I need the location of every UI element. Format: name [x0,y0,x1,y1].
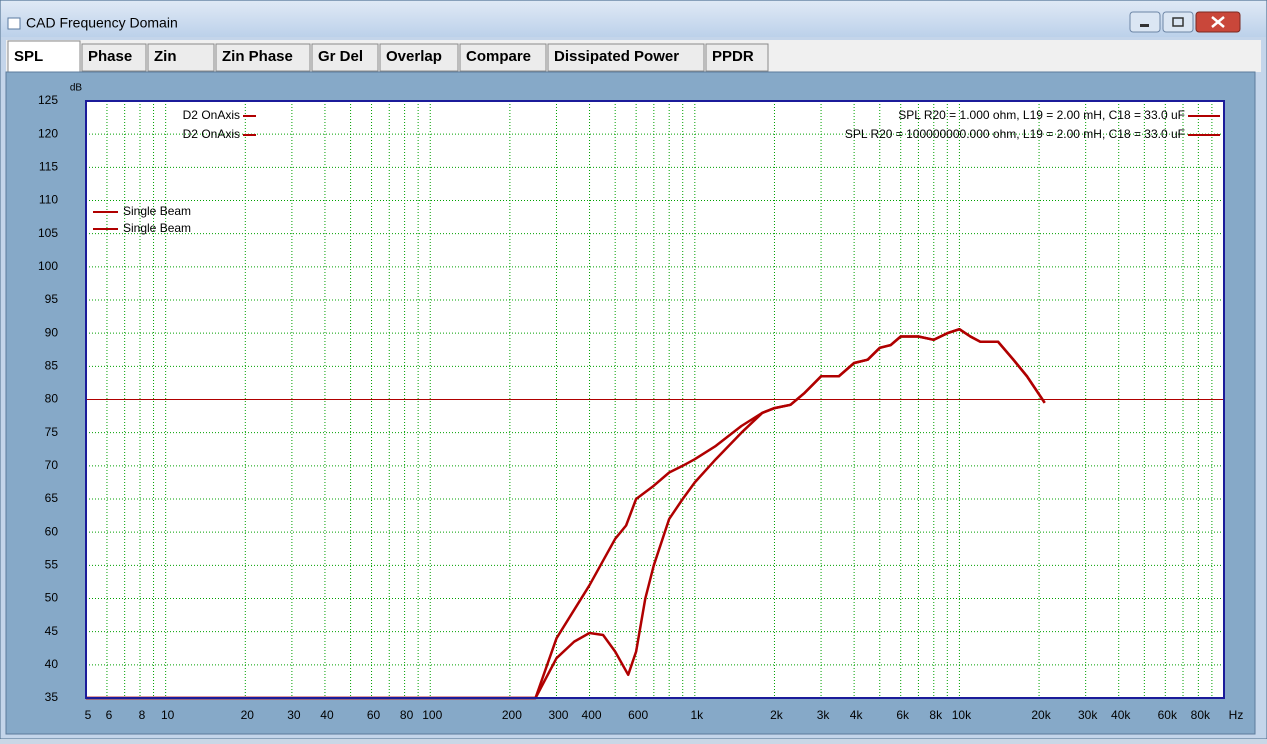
x-tick-label: 6 [106,708,113,722]
x-tick-label: 60 [367,708,381,722]
y-tick-label: 55 [45,558,59,572]
tab-label[interactable]: Overlap [386,48,442,65]
y-tick-label: 35 [45,690,59,704]
y-tick-label: 45 [45,624,59,638]
x-tick-label: 6k [896,708,910,722]
window-title: CAD Frequency Domain [26,15,178,31]
title-bar [1,1,1266,37]
maximize-button[interactable] [1162,11,1194,33]
x-tick-label: 600 [628,708,648,722]
x-tick-label: 200 [502,708,522,722]
y-tick-label: 90 [45,325,59,339]
y-tick-label: 80 [45,392,59,406]
x-tick-label: 20k [1031,708,1051,722]
marks [86,327,1224,700]
x-tick-label: 100 [422,708,442,722]
tab-label[interactable]: Gr Del [318,48,363,65]
tab-label[interactable]: Phase [88,48,132,65]
y-tick-label: 100 [38,259,58,273]
x-tick-label: 30 [287,708,301,722]
y-tick-label: 120 [38,126,58,140]
y-tick-label: 60 [45,524,59,538]
y-tick-label: 105 [38,226,58,240]
x-tick-label: 10 [161,708,175,722]
tab-label[interactable]: PPDR [712,48,754,65]
y-tick-label: 40 [45,657,59,671]
legend-label: Single Beam [123,204,191,218]
tab[interactable] [7,40,81,74]
y-tick-label: 115 [39,160,58,174]
y-tick-label: 85 [45,359,59,373]
x-tick-label: 10k [952,708,972,722]
tab[interactable] [311,43,379,72]
minimize-icon [1140,24,1149,27]
y-tick-label: 95 [45,292,59,306]
x-tick-label: 400 [582,708,602,722]
tab-label[interactable]: Zin Phase [222,48,293,65]
y-tick-label: 50 [45,591,59,605]
x-tick-label: 5 [85,708,92,722]
maximize-icon [1172,17,1184,27]
y-tick-label: 125 [38,93,58,107]
legend-label: Single Beam [123,221,191,235]
x-tick-label: 4k [850,708,864,722]
legend-label: D2 OnAxis [183,108,240,122]
legends: SPL R20 = 1.000 ohm, L19 = 2.00 mH, C18 … [93,108,1220,235]
tab[interactable] [547,43,705,72]
x-tick-label: 60k [1158,708,1178,722]
x-tick-label: 20 [241,708,255,722]
tab-label[interactable]: Compare [466,48,531,65]
y-axis-label: dB [70,83,83,94]
x-tick-label: 80 [400,708,414,722]
legend-label: SPL R20 = 100000000.000 ohm, L19 = 2.00 … [845,127,1185,141]
legend-label: SPL R20 = 1.000 ohm, L19 = 2.00 mH, C18 … [898,108,1185,122]
x-tick-label: 1k [690,708,704,722]
tab[interactable] [81,43,147,72]
tab[interactable] [379,43,459,72]
plot-border [85,100,1225,699]
x-tick-label: 40 [320,708,334,722]
minimize-button[interactable] [1129,11,1161,33]
tab-label[interactable]: Dissipated Power [554,48,679,65]
close-icon [1211,16,1225,28]
tab[interactable] [705,43,769,72]
spl-curve [86,327,1046,700]
app-icon [7,17,21,30]
x-tick-label: 30k [1078,708,1098,722]
tab[interactable] [215,43,311,72]
y-tick-label: 70 [45,458,59,472]
legend-label: D2 OnAxis [183,127,240,141]
tab-label[interactable]: SPL [14,48,43,65]
x-tick-label: 8k [929,708,943,722]
x-axis-label: Hz [1229,708,1244,722]
x-tick-label: 3k [817,708,831,722]
y-tick-label: 65 [45,491,59,505]
tab-label[interactable]: Zin [154,48,177,65]
tab[interactable] [147,43,215,72]
x-tick-label: 40k [1111,708,1131,722]
x-tick-label: 8 [139,708,146,722]
tabs: SPL Phase Zin Zin Phase Gr Del Overlap Compare… [7,40,769,74]
x-tick-label: 300 [548,708,568,722]
y-tick-label: 110 [39,193,58,207]
x-tick-label: 80k [1191,708,1211,722]
x-tick-label: 2k [770,708,784,722]
y-tick-label: 75 [45,425,59,439]
tab[interactable] [459,43,547,72]
